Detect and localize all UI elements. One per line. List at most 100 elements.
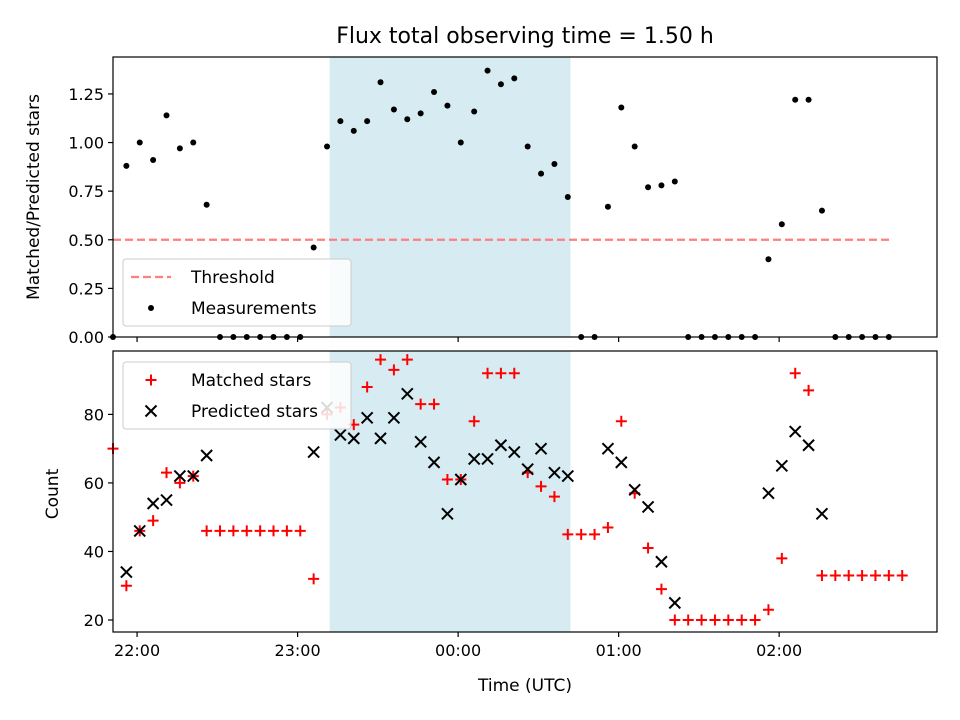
legend-box — [122, 361, 352, 430]
data-point — [682, 614, 694, 626]
top-plot-area: 0.00 0.25 0.50 0.75 1.00 1.25 Threshold Measure… — [68, 56, 938, 347]
legend-label: Measurements — [191, 299, 317, 319]
bottom-axes-frame — [112, 350, 938, 633]
data-point — [150, 157, 157, 164]
data-point — [776, 552, 788, 564]
legend-label: Predicted stars — [191, 402, 318, 422]
data-point — [415, 398, 427, 410]
data-point — [136, 139, 143, 146]
data-point — [789, 425, 802, 438]
data-point — [548, 491, 560, 503]
y-tick-label: 80 — [84, 405, 104, 424]
y-tick-label: 0.50 — [68, 231, 104, 250]
data-point — [778, 221, 785, 228]
bottom-legend: Matched stars Predicted stars — [122, 361, 352, 430]
data-point — [816, 569, 828, 581]
data-point — [524, 143, 531, 150]
data-point — [214, 525, 226, 537]
data-point — [254, 525, 266, 537]
data-point — [883, 569, 895, 581]
data-point — [203, 201, 210, 208]
data-point — [818, 207, 825, 214]
data-point — [843, 569, 855, 581]
y-tick-label: 1.00 — [68, 134, 104, 153]
data-point — [494, 439, 508, 452]
bottom-series-predicted-stars — [120, 387, 829, 610]
data-point — [337, 118, 344, 125]
data-point — [161, 467, 173, 479]
data-point — [564, 194, 571, 200]
data-point — [762, 604, 774, 616]
data-point — [535, 480, 547, 492]
data-point — [696, 614, 708, 626]
legend-label: Matched stars — [191, 371, 311, 391]
data-point — [176, 145, 183, 152]
data-point — [163, 112, 170, 119]
y-tick-label: 60 — [84, 474, 104, 493]
data-point — [200, 449, 213, 462]
data-point — [387, 411, 401, 425]
data-point — [427, 456, 441, 469]
bottom-plot-area: 20 40 60 80 22:00 23:00 00:00 01:00 02:00 Matched… — [84, 350, 938, 660]
data-point — [374, 432, 387, 445]
top-highlight-span — [329, 57, 571, 337]
y-tick-label: 20 — [84, 611, 104, 630]
data-point — [146, 497, 160, 510]
data-point — [671, 178, 678, 185]
data-point — [454, 473, 467, 486]
legend-predicted-swatch — [144, 404, 158, 418]
y-tick-label: 0.75 — [68, 182, 104, 201]
x-tick-label: 01:00 — [596, 641, 642, 660]
data-point — [668, 596, 682, 610]
data-point — [534, 442, 548, 455]
data-point — [575, 528, 587, 540]
data-point — [334, 428, 347, 442]
data-point — [641, 500, 655, 514]
top-chart-title: Flux total observing time = 1.50 h — [336, 24, 714, 49]
data-point — [377, 79, 384, 86]
data-point — [457, 139, 464, 146]
data-point — [310, 244, 317, 251]
data-point — [388, 364, 400, 376]
legend-measurements-swatch — [148, 305, 154, 311]
data-point — [511, 75, 518, 82]
top-legend: Threshold Measurements — [122, 258, 352, 327]
data-point — [789, 367, 801, 379]
data-point — [669, 614, 681, 626]
data-point — [160, 493, 173, 507]
data-point — [521, 463, 534, 476]
data-point — [147, 515, 159, 527]
data-point — [856, 569, 868, 581]
data-point — [655, 555, 668, 568]
y-tick-label: 0.00 — [68, 328, 104, 347]
bottom-chart-x-axis-label: Time (UTC) — [477, 676, 572, 696]
data-point — [631, 143, 638, 150]
top-axes-frame — [112, 56, 938, 338]
data-point — [441, 507, 454, 520]
data-point — [324, 143, 331, 150]
data-point — [551, 160, 558, 167]
data-point — [417, 110, 424, 117]
data-point — [762, 487, 775, 500]
data-point — [749, 614, 761, 626]
data-point — [589, 528, 601, 540]
data-point — [187, 469, 200, 483]
data-point — [404, 116, 411, 123]
data-point — [802, 439, 815, 452]
data-point — [618, 104, 625, 111]
data-point — [604, 203, 611, 210]
data-point — [792, 96, 799, 103]
data-point — [615, 456, 628, 469]
data-point — [444, 102, 451, 109]
data-point — [658, 182, 665, 189]
data-point — [375, 354, 387, 366]
data-point — [508, 445, 521, 459]
data-point — [642, 542, 654, 554]
bottom-highlight-span — [329, 351, 571, 632]
data-point — [294, 525, 306, 537]
legend-label: Threshold — [190, 268, 275, 288]
x-tick-label: 22:00 — [114, 641, 160, 660]
data-point — [281, 525, 293, 537]
data-point — [467, 452, 481, 466]
